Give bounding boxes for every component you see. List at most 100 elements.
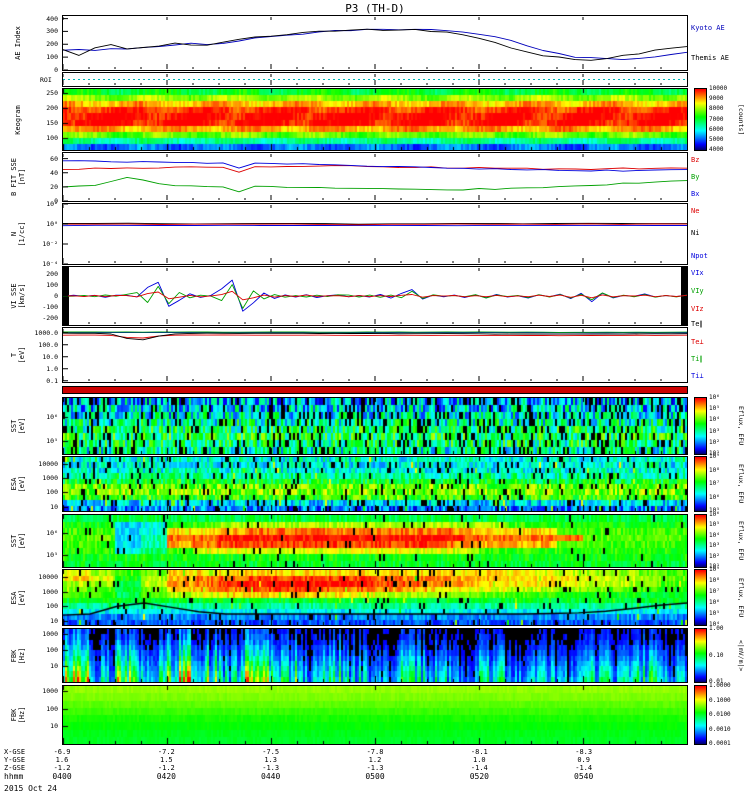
axis-row-value: -6.9 [53, 748, 71, 756]
colorbar-tick-label: 8000 [709, 105, 724, 113]
colorbar-tick-label: 10⁵ [709, 405, 720, 413]
legend-label: Te⊥ [691, 338, 704, 347]
colorbar-gradient [695, 457, 706, 511]
axis-row-value: -7.8 [366, 748, 384, 756]
panel-modebar [62, 386, 688, 394]
axis-row-value: 1.3 [264, 756, 277, 764]
colorbar-tick-label: 10⁶ [709, 599, 720, 606]
y-tick-label: 10 [50, 661, 58, 670]
axis-row-value: -1.2 [53, 764, 71, 772]
esa_i-spectrogram [63, 570, 687, 625]
y-tick-label: 10⁻² [42, 240, 58, 248]
y-tick-label: 1.0 [46, 364, 58, 373]
y-tick-label: 20 [50, 182, 58, 191]
colorbar-gradient [695, 686, 706, 744]
roi-plot [63, 74, 687, 85]
panel-fbk_e [62, 628, 688, 683]
axis-row-value: 1.2 [368, 756, 382, 764]
colorbar-tick-label: 0.0010 [709, 725, 731, 733]
panel-sst_e [62, 397, 688, 455]
axis-row-value: -1.4 [470, 764, 488, 772]
y-tick-label: 100 [46, 134, 58, 143]
sst_i-colorbar [694, 514, 707, 568]
fbk_e-spectrogram [63, 629, 687, 682]
axis-row-label: Z-GSE [4, 764, 26, 772]
legend-label: Ne [691, 206, 700, 215]
y-tick-label: 0 [54, 197, 58, 205]
sst_e-spectrogram [63, 398, 687, 454]
bfit-plot [63, 154, 687, 201]
colorbar-tick-label: 10⁴ [709, 416, 720, 424]
x-tick-label: 0400 [52, 772, 72, 781]
y-tick-label: 10000 [38, 459, 58, 468]
y-tick-label: 10000 [38, 572, 58, 581]
colorbar-tick-label: 10⁴ [709, 621, 720, 628]
panel-ae [62, 15, 688, 71]
x-tick-label: 0420 [156, 772, 176, 781]
y-tick-label: 200 [46, 270, 58, 279]
y-tick-label: 100.0 [38, 340, 58, 349]
colorbar-tick-label: 10⁵ [709, 507, 720, 514]
fbk_b-spectrogram [63, 686, 687, 744]
fbk_b-colorbar [694, 685, 707, 745]
colorbar-unit-label: Eflux, EFU [737, 521, 745, 561]
y-tick-label: 10 [50, 616, 58, 625]
x-tick-label: 0540 [574, 772, 594, 781]
colorbar-tick-label: 0.0100 [709, 711, 731, 718]
colorbar-tick-label: 10⁸ [709, 577, 720, 584]
colorbar-tick-label: 1.00 [709, 625, 724, 632]
axis-row-value: -8.3 [575, 748, 593, 756]
y-tick-label: 10 [50, 722, 58, 731]
colorbar-tick-label: 10¹ [709, 450, 720, 457]
y-tick-label: 0 [54, 66, 58, 74]
colorbar-tick-label: 10³ [709, 427, 720, 435]
y-tick-label: 10⁶ [46, 412, 58, 421]
colorbar-gradient [695, 398, 706, 454]
x-tick-label: 0520 [469, 772, 489, 781]
colorbar-tick-label: 0.10 [709, 651, 724, 659]
y-tick-label: 40 [50, 168, 58, 177]
panel-esa_i [62, 569, 688, 626]
axis-row-value: -7.5 [262, 748, 280, 756]
legend-label: Kyoto AE [691, 24, 725, 33]
colorbar-tick-label: 10² [709, 438, 720, 446]
panel-left-label: SST [eV] [10, 532, 26, 550]
colorbar-tick-label: 0.0001 [709, 740, 731, 747]
y-tick-label: 100 [46, 488, 58, 497]
colorbar-tick-label: 10² [709, 552, 720, 560]
y-tick-label: 200 [46, 104, 58, 113]
legend-label: VIy [691, 286, 704, 295]
legend-label: Te∥ [691, 320, 703, 329]
y-tick-label: 100 [46, 645, 58, 654]
colorbar-tick-label: 10⁷ [709, 588, 720, 595]
y-tick-label: 60 [50, 154, 58, 163]
y-tick-label: 200 [46, 40, 58, 49]
panel-velocity [62, 266, 688, 326]
axis-row-label: Y-GSE [4, 756, 26, 764]
colorbar-tick-label: 6000 [709, 125, 724, 133]
x-tick-label: 0440 [261, 772, 281, 781]
y-tick-label: 100 [46, 281, 58, 290]
legend-label: Ti∥ [691, 355, 703, 364]
esa_i-colorbar [694, 569, 707, 626]
keogram-colorbar [694, 88, 707, 151]
colorbar-tick-label: 10⁶ [709, 511, 720, 518]
legend-label: VIx [691, 268, 704, 277]
panel-roi [62, 72, 688, 87]
density-plot [63, 204, 687, 264]
sst_i-spectrogram [63, 515, 687, 567]
colorbar-unit-label: Eflux, EFU [737, 464, 745, 504]
colorbar-unit-label: <|mV/m|> [737, 639, 745, 672]
y-tick-label: 100 [46, 53, 58, 62]
axis-row-value: 1.5 [160, 756, 173, 764]
panel-left-label: ROI [40, 75, 52, 84]
colorbar-tick-label: 10⁵ [709, 521, 720, 529]
panel-fbk_b [62, 685, 688, 745]
colorbar-tick-label: 10⁶ [709, 394, 720, 401]
axis-row-value: 1.6 [55, 756, 69, 764]
y-tick-label: 1000 [42, 629, 58, 638]
y-tick-label: 10.0 [42, 352, 58, 361]
y-tick-label: 1000.0 [34, 328, 58, 337]
x-tick-label: 0500 [365, 772, 385, 781]
fbk_e-colorbar [694, 628, 707, 683]
